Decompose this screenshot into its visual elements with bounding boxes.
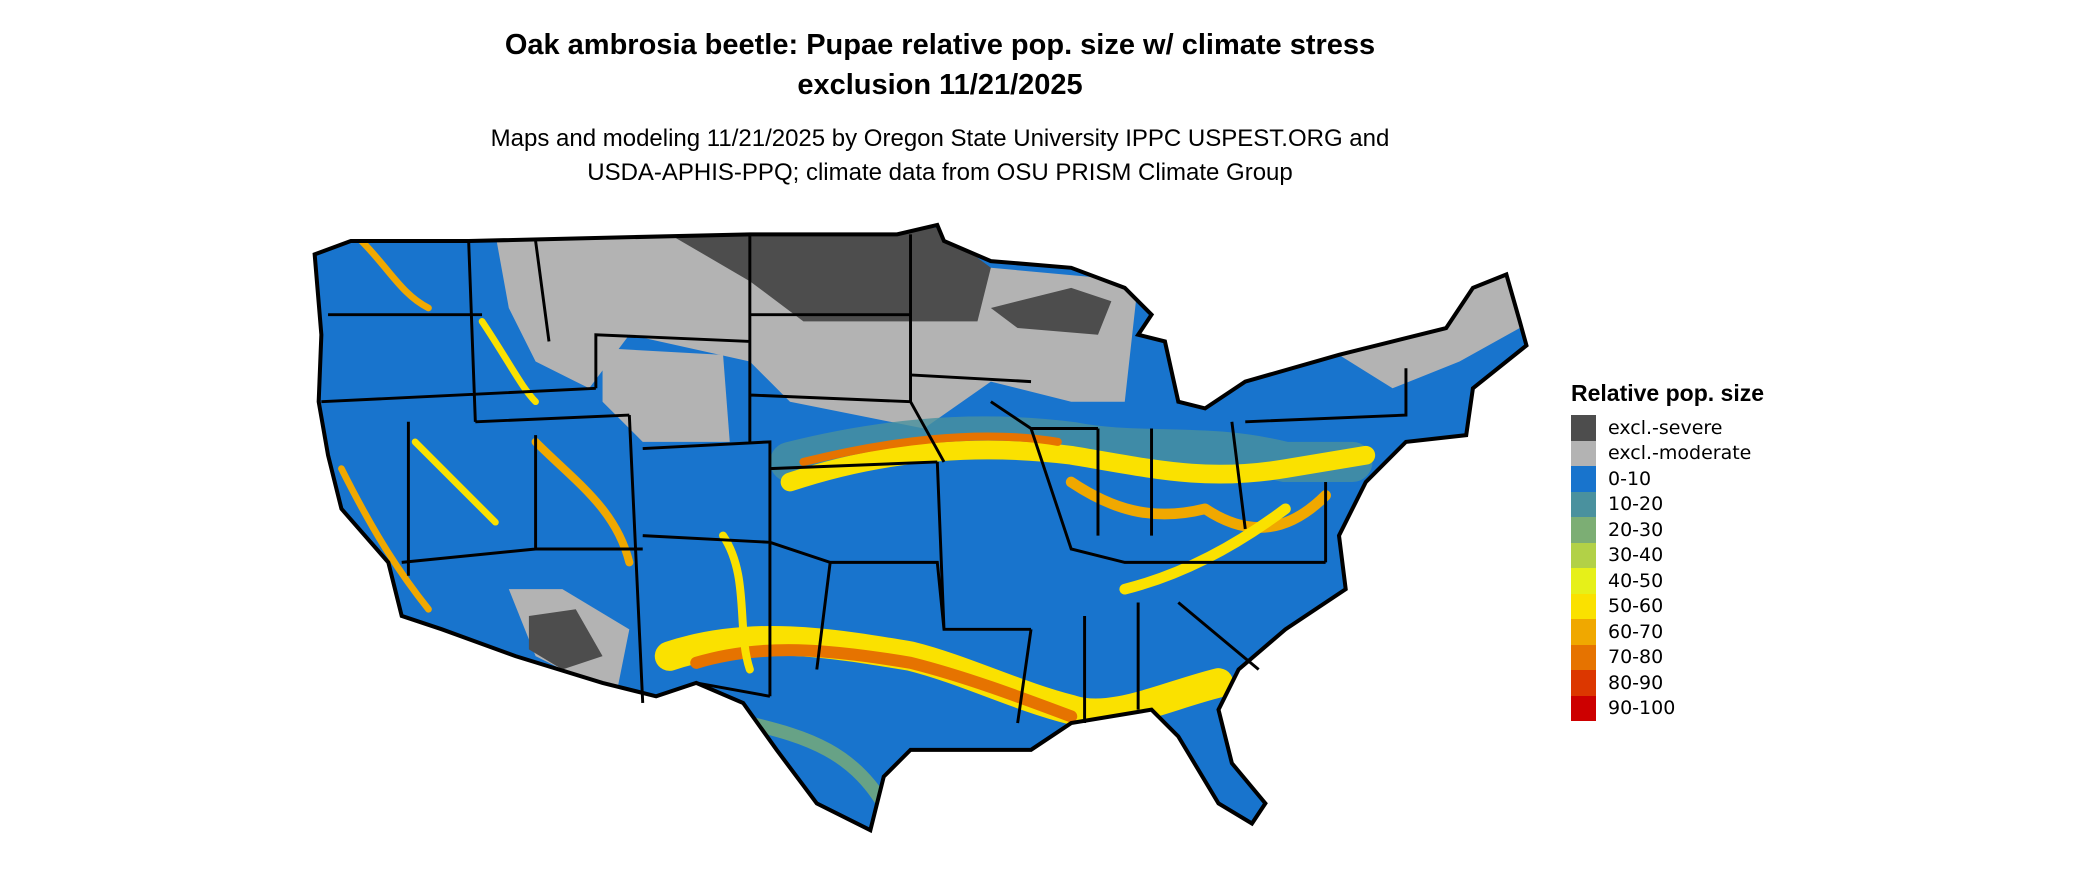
legend-item: 0-10 bbox=[1571, 466, 1764, 492]
state-boundaries bbox=[321, 234, 1408, 724]
legend-item: excl.-moderate bbox=[1571, 440, 1764, 466]
legend-label: 60-70 bbox=[1608, 620, 1664, 643]
legend-swatch bbox=[1571, 491, 1596, 517]
legend-swatch bbox=[1571, 517, 1596, 543]
legend-item: 60-70 bbox=[1571, 619, 1764, 645]
zone-excl-severe bbox=[528, 609, 603, 670]
legend: Relative pop. size excl.-severe excl.-mod… bbox=[1571, 380, 1764, 721]
map-subtitle-line2: USDA-APHIS-PPQ; climate data from OSU PR… bbox=[587, 159, 1293, 186]
legend-swatch bbox=[1571, 619, 1596, 645]
legend-item: 70-80 bbox=[1571, 644, 1764, 670]
legend-label: 30-40 bbox=[1608, 544, 1664, 567]
legend-item: 20-30 bbox=[1571, 517, 1764, 543]
map-title-line1: Oak ambrosia beetle: Pupae relative pop.… bbox=[504, 29, 1376, 61]
map-title-line2: exclusion 11/21/2025 bbox=[797, 69, 1083, 101]
zone-excl-severe bbox=[990, 287, 1112, 335]
legend-item: 40-50 bbox=[1571, 568, 1764, 594]
legend-label: 0-10 bbox=[1608, 467, 1652, 490]
legend-label: excl.-severe bbox=[1608, 416, 1723, 439]
legend-label: 80-90 bbox=[1608, 671, 1664, 694]
legend-swatch bbox=[1571, 644, 1596, 670]
legend-swatch bbox=[1571, 593, 1596, 619]
legend-label: 20-30 bbox=[1608, 518, 1664, 541]
legend-label: excl.-moderate bbox=[1608, 442, 1752, 465]
us-outline bbox=[312, 222, 1529, 834]
legend-item: 90-100 bbox=[1571, 695, 1764, 721]
legend-label: 40-50 bbox=[1608, 569, 1664, 592]
map-subtitle-line1: Maps and modeling 11/21/2025 by Oregon S… bbox=[490, 125, 1390, 152]
legend-title: Relative pop. size bbox=[1571, 380, 1765, 406]
zone-excl-moderate bbox=[602, 348, 730, 442]
legend-label: 90-100 bbox=[1608, 697, 1676, 720]
legend-swatch bbox=[1571, 568, 1596, 594]
legend-item: 80-90 bbox=[1571, 670, 1764, 696]
legend-item: 10-20 bbox=[1571, 491, 1764, 517]
legend-swatch bbox=[1571, 670, 1596, 696]
legend-swatch bbox=[1571, 466, 1596, 492]
legend-swatch bbox=[1571, 695, 1596, 721]
legend-item: 50-60 bbox=[1571, 593, 1764, 619]
legend-item: 30-40 bbox=[1571, 542, 1764, 568]
suitability-bands bbox=[338, 237, 1376, 824]
legend-swatch bbox=[1571, 415, 1596, 441]
legend-label: 70-80 bbox=[1608, 646, 1664, 669]
legend-item: excl.-severe bbox=[1571, 415, 1764, 441]
legend-label: 50-60 bbox=[1608, 595, 1664, 618]
legend-items: excl.-severe excl.-moderate 0-10 10-20 20-30… bbox=[1571, 415, 1764, 721]
legend-label: 10-20 bbox=[1608, 493, 1664, 516]
legend-swatch bbox=[1571, 440, 1596, 466]
legend-swatch bbox=[1571, 542, 1596, 568]
